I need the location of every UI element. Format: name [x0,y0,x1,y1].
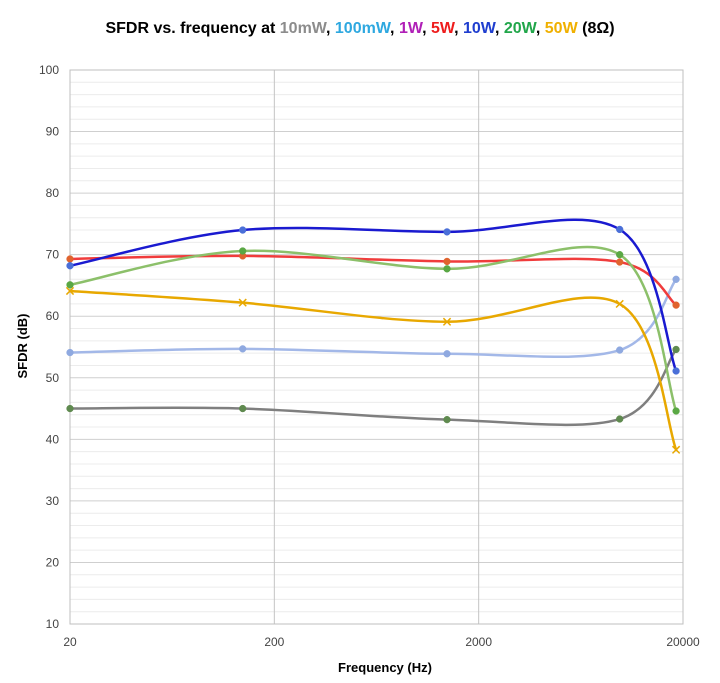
data-point-marker [443,257,451,266]
data-point-marker [66,255,74,263]
chart-title-part: , [536,20,545,37]
data-point-marker [616,415,624,423]
y-tick-label: 80 [46,186,60,200]
chart-title-part: 50W [545,20,579,37]
data-point-marker [672,345,680,354]
series-line-0 [68,348,678,427]
y-tick-label: 90 [46,125,60,139]
data-point-marker [671,445,681,454]
data-point-marker [443,415,451,424]
data-point-marker [239,345,247,353]
chart-title-part: , [495,20,504,37]
data-point-marker [66,281,74,289]
data-point-marker [615,299,624,309]
plot-area-border [69,69,684,625]
y-tick-label: 100 [39,63,59,77]
grid-layer [69,69,684,625]
data-point-marker [616,225,624,234]
data-point-marker [672,407,680,415]
series-line-1 [68,278,678,359]
chart-title-part: 10mW [280,20,328,37]
chart-title-part: , [422,20,431,37]
data-point-marker [66,262,74,270]
chart-title-part: 20W [504,20,538,37]
data-point-marker [239,226,247,234]
y-tick-label: 30 [46,494,60,508]
y-tick-label: 60 [46,309,60,323]
chart-title-part: 10W [463,20,497,37]
data-point-marker [442,317,452,326]
chart-title-part: 1W [399,20,424,37]
data-point-marker [66,348,74,357]
x-tick-label: 2000 [465,635,492,649]
y-tick-label: 70 [46,248,60,262]
data-point-marker [443,265,451,273]
data-point-marker [238,298,247,307]
series-line-4 [68,289,678,452]
data-point-marker [239,404,247,413]
data-point-marker [672,301,680,309]
data-point-marker [239,247,247,255]
markers-layer [65,225,681,454]
x-tick-label: 20 [63,635,77,649]
data-point-marker [65,286,75,296]
data-point-marker [616,251,624,259]
chart-title-part: , [390,20,399,37]
x-tick-label: 20000 [666,635,700,649]
data-point-marker [616,346,624,354]
chart-title: SFDR vs. frequency at 10mW, 100mW, 1W, 5… [105,20,614,37]
data-point-marker [672,367,680,375]
chart-title-part: SFDR vs. frequency at [105,20,279,37]
x-tick-label: 200 [264,635,284,649]
data-point-marker [616,258,624,266]
y-axis-title: SFDR (dB) [15,314,30,379]
chart-title-part: 5W [431,20,456,37]
chart-title-part: (8Ω) [578,20,615,37]
x-axis-title: Frequency (Hz) [338,660,432,675]
chart-title-part: , [326,20,335,37]
y-tick-label: 20 [46,555,60,569]
data-point-marker [443,228,451,236]
data-point-marker [672,275,680,283]
y-tick-label: 10 [46,617,60,631]
chart-title-part: 100mW [335,20,392,37]
data-point-marker [443,350,451,358]
data-point-marker [66,404,74,413]
y-tick-label: 50 [46,371,60,385]
y-tick-label: 40 [46,432,60,446]
chart-title-part: , [454,20,463,37]
